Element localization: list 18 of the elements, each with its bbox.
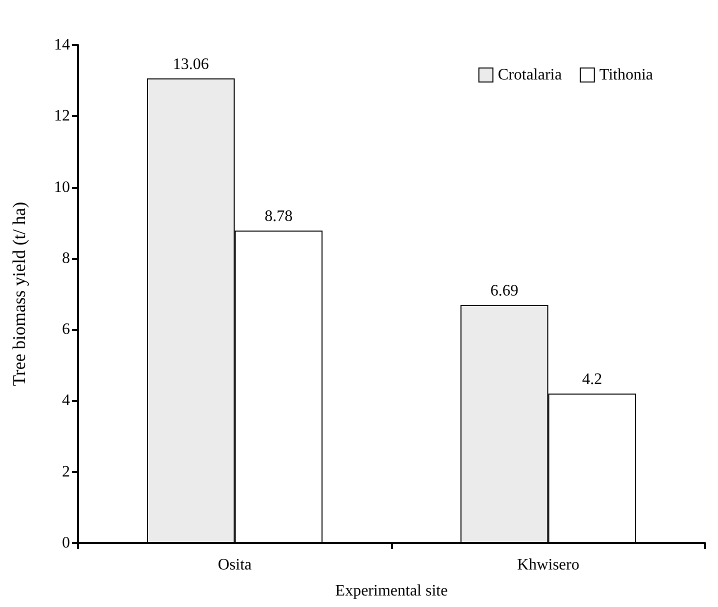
y-tick-label: 0 <box>62 534 70 552</box>
legend-label: Crotalaria <box>498 66 562 84</box>
data-label: 4.2 <box>582 371 602 388</box>
y-tick-label: 2 <box>62 463 70 480</box>
data-label: 6.69 <box>490 282 518 300</box>
y-tick-label: 4 <box>62 392 70 410</box>
y-axis-title: Tree biomass yield (t/ ha) <box>9 202 29 386</box>
x-tick-label: Khwisero <box>517 556 580 574</box>
data-label: 13.06 <box>172 56 209 73</box>
y-tick-label: 8 <box>62 250 70 267</box>
y-tick-label: 14 <box>54 36 70 54</box>
x-axis-title: Experimental site <box>335 582 448 600</box>
legend-label: Tithonia <box>599 66 654 84</box>
x-tick-label: Osita <box>218 556 252 574</box>
y-tick-label: 6 <box>62 321 70 338</box>
data-label: 8.78 <box>264 208 293 226</box>
y-tick-label: 10 <box>54 178 70 196</box>
y-tick-label: 12 <box>54 108 70 125</box>
